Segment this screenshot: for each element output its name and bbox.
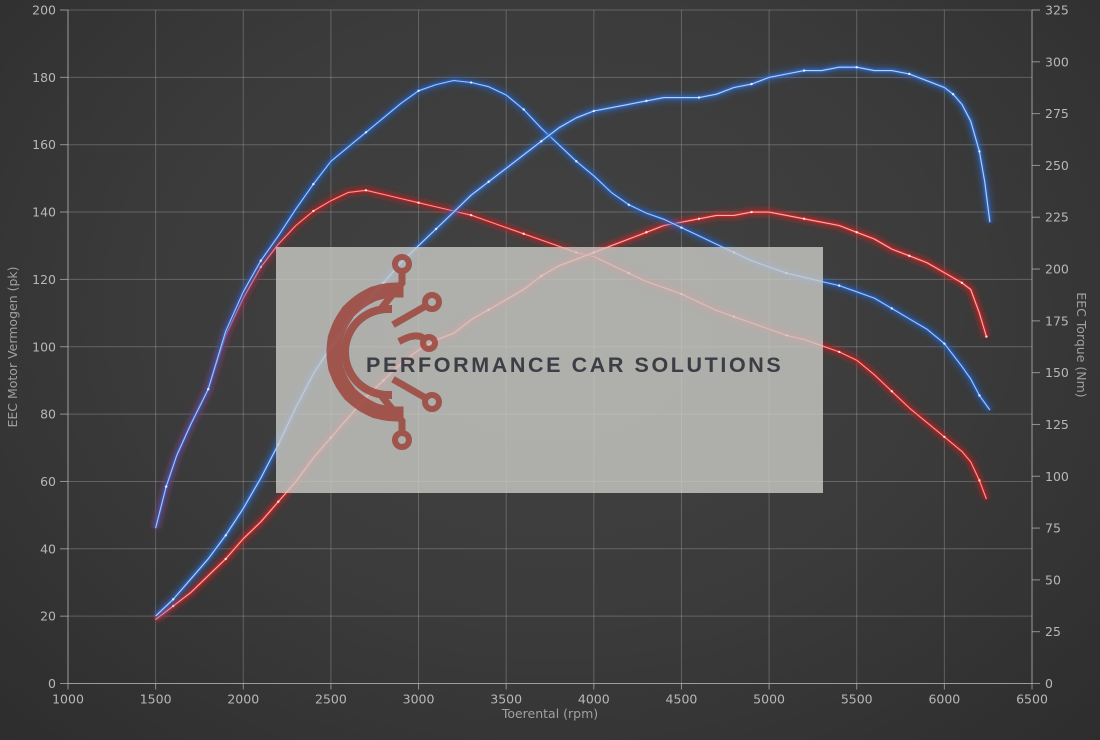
y-left-tick-label: 140 <box>32 205 56 220</box>
curve-torque-blue <box>151 76 993 530</box>
y-left-tick-label: 180 <box>32 70 56 85</box>
y-right-tick-label: 125 <box>1045 417 1069 432</box>
y-right-tick-label: 250 <box>1045 158 1069 173</box>
y-right-tick-label: 200 <box>1045 262 1069 277</box>
watermark-box: PERFORMANCE CAR SOLUTIONS <box>276 247 823 493</box>
y-left-tick-label: 160 <box>32 137 56 152</box>
y-left-tick-label: 80 <box>40 407 56 422</box>
x-tick-label: 2500 <box>315 692 347 707</box>
x-tick-label: 5000 <box>753 692 785 707</box>
y-left-tick-label: 200 <box>32 3 56 18</box>
y-left-tick-label: 0 <box>48 676 56 691</box>
y-right-tick-label: 225 <box>1045 210 1069 225</box>
y-right-tick-label: 300 <box>1045 54 1069 69</box>
y-right-axis-title: EEC Torque (Nm) <box>1074 292 1089 397</box>
y-right-tick-label: 325 <box>1045 3 1069 18</box>
y-right-tick-label: 275 <box>1045 106 1069 121</box>
y-left-tick-label: 100 <box>32 339 56 354</box>
x-tick-label: 6500 <box>1016 692 1048 707</box>
y-left-axis-title: EEC Motor Vermogen (pk) <box>5 266 20 427</box>
y-right-tick-label: 75 <box>1045 521 1061 536</box>
tick-labels: 0204060801001201401601802000255075100125… <box>32 3 1069 707</box>
y-right-tick-label: 50 <box>1045 572 1061 587</box>
gear-circuit-logo <box>326 254 442 450</box>
y-right-tick-label: 0 <box>1045 676 1053 691</box>
y-right-tick-label: 150 <box>1045 365 1069 380</box>
watermark-text: PERFORMANCE CAR SOLUTIONS <box>366 353 784 377</box>
x-tick-label: 5500 <box>841 692 873 707</box>
x-axis-title: Toerental (rpm) <box>501 706 598 721</box>
y-right-tick-label: 25 <box>1045 624 1061 639</box>
x-tick-label: 3000 <box>403 692 435 707</box>
x-tick-label: 1000 <box>52 692 84 707</box>
y-right-tick-label: 175 <box>1045 313 1069 328</box>
y-left-tick-label: 120 <box>32 272 56 287</box>
x-tick-label: 4000 <box>578 692 610 707</box>
x-tick-label: 2000 <box>227 692 259 707</box>
x-tick-label: 3500 <box>490 692 522 707</box>
y-left-tick-label: 60 <box>40 474 56 489</box>
y-left-tick-label: 40 <box>40 541 56 556</box>
axes <box>60 9 1040 690</box>
x-tick-label: 1500 <box>140 692 172 707</box>
y-right-tick-label: 100 <box>1045 469 1069 484</box>
y-left-tick-label: 20 <box>40 609 56 624</box>
x-tick-label: 6000 <box>928 692 960 707</box>
x-tick-label: 4500 <box>666 692 698 707</box>
